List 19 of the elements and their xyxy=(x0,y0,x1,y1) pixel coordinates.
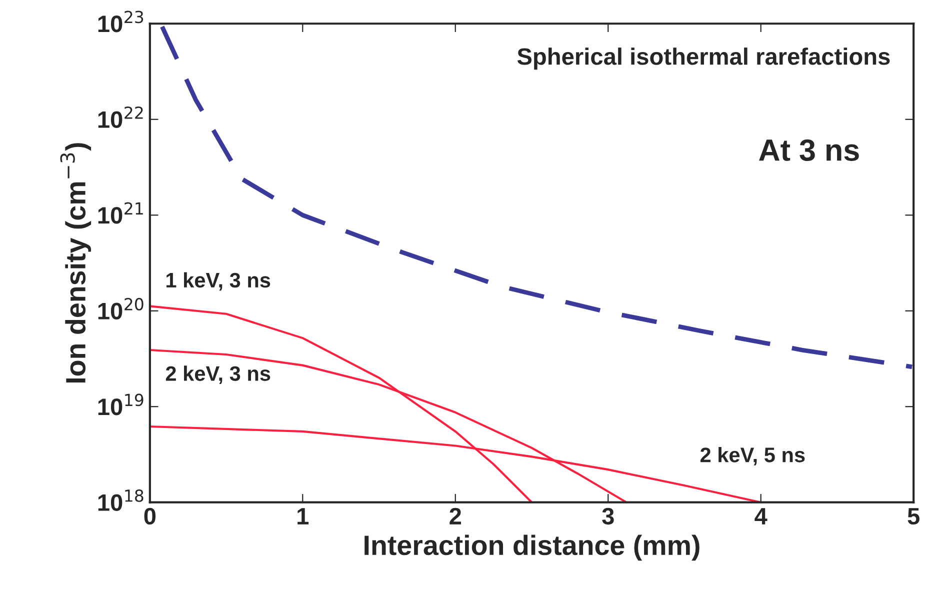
y-tick-label: 10$^{18}$ xyxy=(98,489,144,511)
series-label: 2 keV, 5 ns xyxy=(700,447,805,466)
series-label: 2 keV, 3 ns xyxy=(166,366,270,384)
x-tick-label: 2 xyxy=(450,508,462,524)
x-tick-label: 3 xyxy=(602,508,614,525)
y-axis-title: Ion density (cm$^{−3}$) xyxy=(60,143,92,383)
y-tick-label: 10$^{19}$ xyxy=(98,394,144,416)
x-tick-label: 1 xyxy=(298,508,309,524)
y-tick-label: 10$^{21}$ xyxy=(98,202,143,224)
series-label: 1 keV, 3 ns xyxy=(166,272,270,291)
x-tick-label: 5 xyxy=(908,508,920,525)
x-axis-title: Interaction distance (mm) xyxy=(364,534,700,561)
annotation: Spherical isothermal rarefactions xyxy=(517,48,890,70)
y-tick-label: 10$^{23}$ xyxy=(98,10,144,32)
y-tick-label: 10$^{22}$ xyxy=(98,106,143,128)
x-tick-label: 0 xyxy=(144,508,156,525)
y-tick-label: 10$^{20}$ xyxy=(98,298,144,320)
annotation: At 3 ns xyxy=(759,139,859,162)
x-tick-label: 4 xyxy=(754,508,768,524)
